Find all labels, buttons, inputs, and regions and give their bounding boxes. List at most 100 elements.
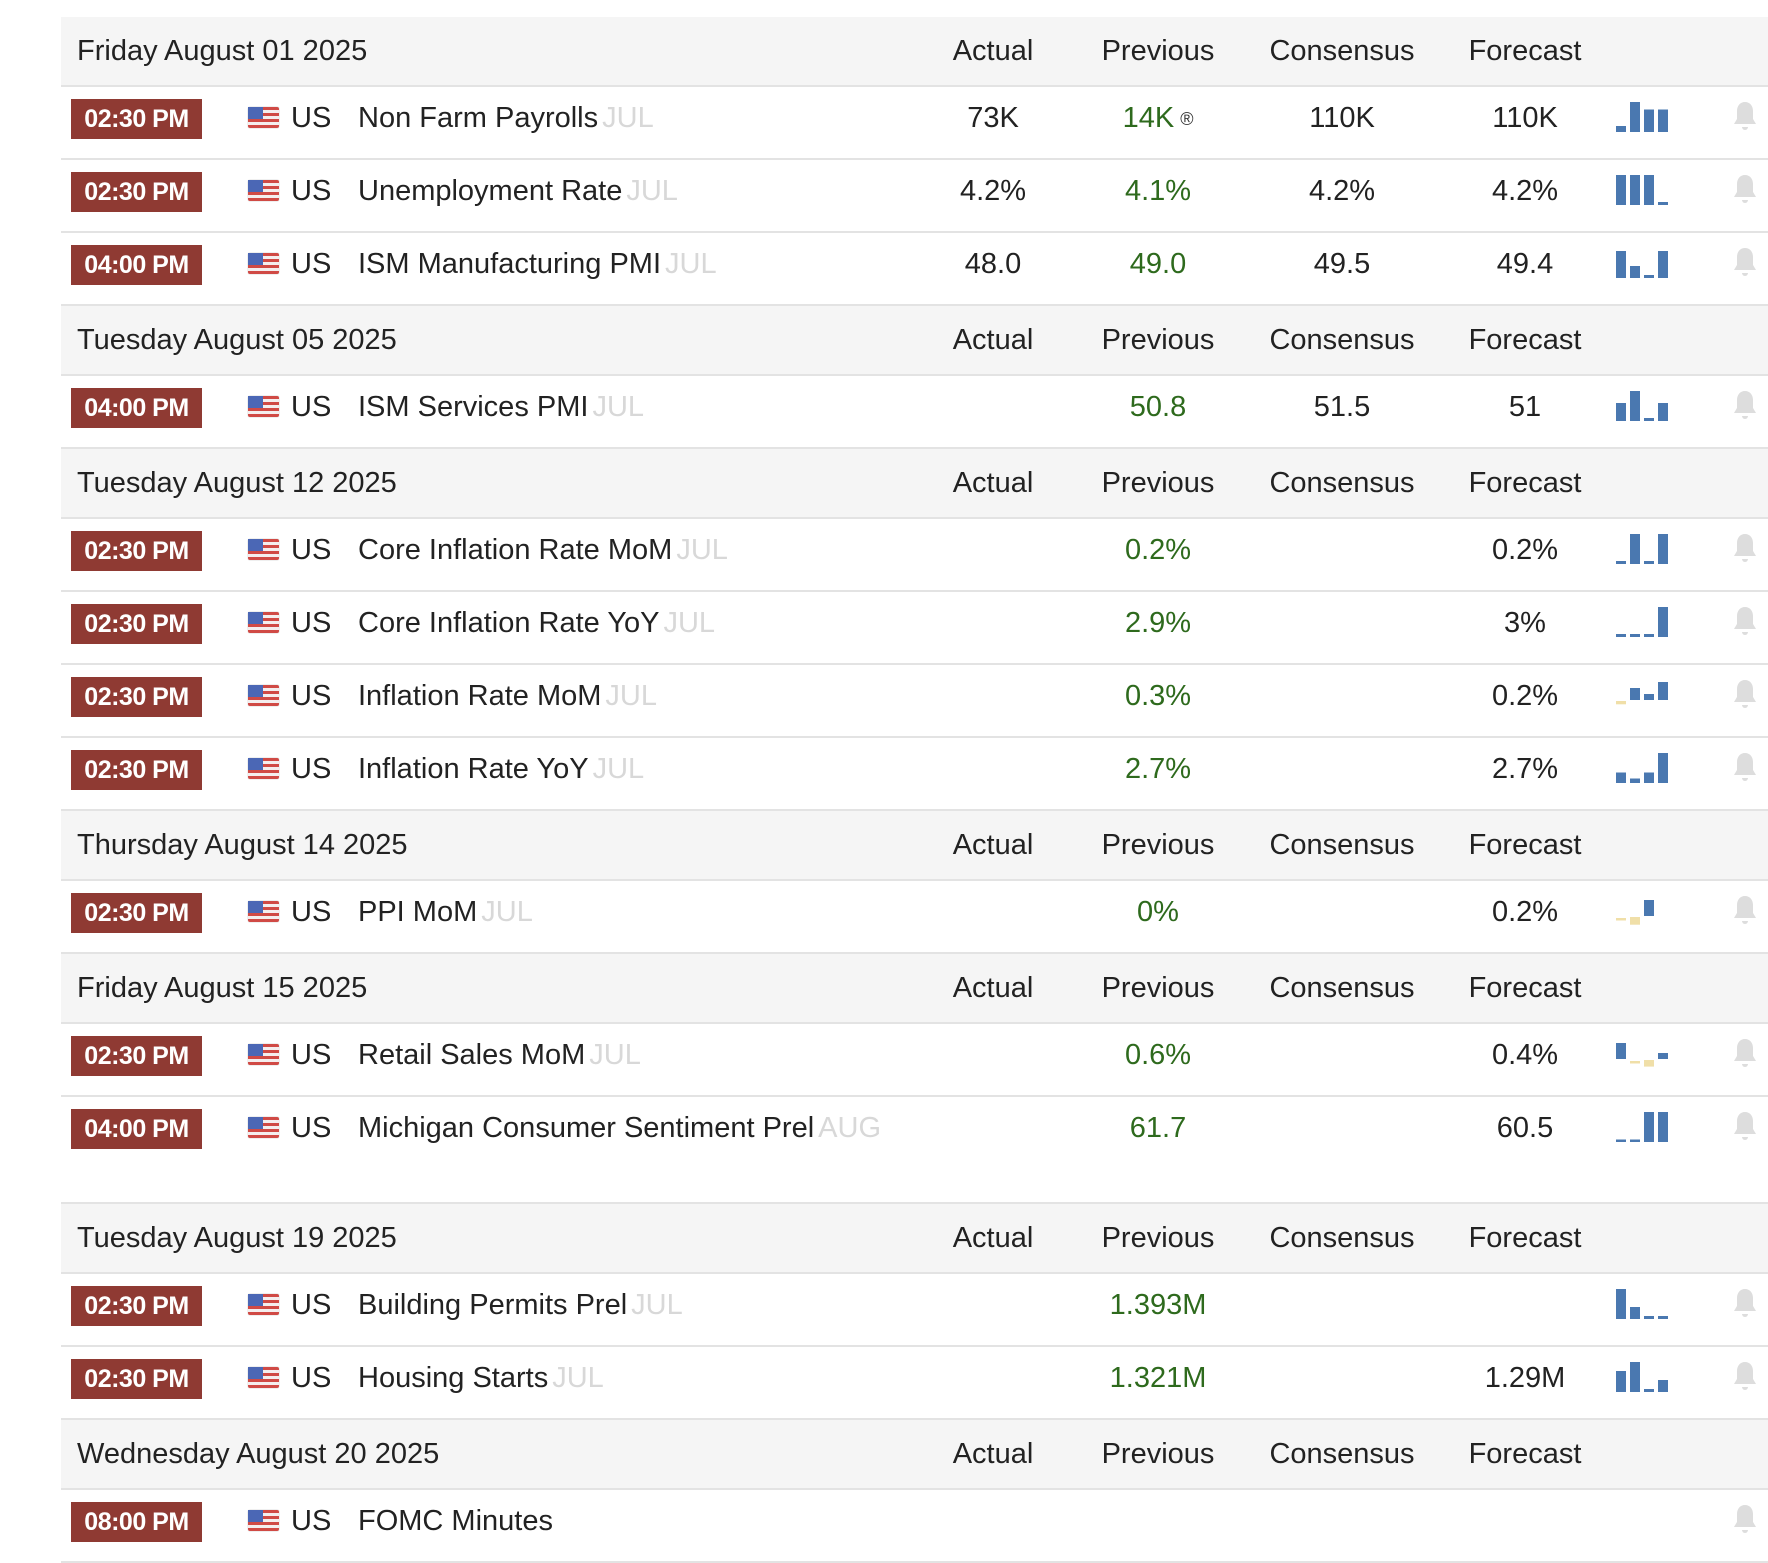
event-name-link[interactable]: FOMC Minutes xyxy=(358,1505,553,1537)
event-name-link[interactable]: Non Farm Payrolls xyxy=(358,102,599,134)
actual-value xyxy=(920,1489,1067,1563)
column-header-previous[interactable]: Previous xyxy=(1066,448,1251,519)
column-header-forecast[interactable]: Forecast xyxy=(1434,810,1617,881)
bell-alert-icon[interactable] xyxy=(1732,100,1758,132)
sparkline-chart[interactable] xyxy=(1616,1287,1672,1323)
previous-value: 49.0 xyxy=(1129,248,1187,280)
us-flag-icon xyxy=(248,539,279,560)
column-header-forecast[interactable]: Forecast xyxy=(1434,17,1617,87)
column-header-forecast[interactable]: Forecast xyxy=(1434,953,1617,1024)
event-row[interactable]: 02:30 PM US Unemployment Rate JUL 4.2% 4.1% 4.… xyxy=(61,159,1768,233)
event-row[interactable]: 04:00 PM US Michigan Consumer Sentiment Pr… xyxy=(61,1096,1768,1204)
event-name-link[interactable]: Inflation Rate YoY xyxy=(358,753,589,785)
day-date: Tuesday August 19 2025 xyxy=(61,1203,921,1274)
column-header-consensus[interactable]: Consensus xyxy=(1250,448,1435,519)
column-header-actual[interactable]: Actual xyxy=(920,305,1067,376)
bell-alert-icon[interactable] xyxy=(1732,1037,1758,1069)
column-header-consensus[interactable]: Consensus xyxy=(1250,305,1435,376)
column-header-actual[interactable]: Actual xyxy=(920,953,1067,1024)
event-row[interactable]: 02:30 PM US Non Farm Payrolls JUL 73K 14K ® 110… xyxy=(61,86,1768,160)
bell-alert-icon[interactable] xyxy=(1732,1287,1758,1319)
bell-alert-icon[interactable] xyxy=(1732,894,1758,926)
header-spacer xyxy=(1616,810,1768,881)
bell-alert-icon[interactable] xyxy=(1732,532,1758,564)
bell-alert-icon[interactable] xyxy=(1732,678,1758,710)
reference-period: JUL xyxy=(592,391,645,423)
event-row[interactable]: 02:30 PM US Inflation Rate MoM JUL 0.3% 0.2% xyxy=(61,664,1768,738)
bell-alert-icon[interactable] xyxy=(1732,246,1758,278)
sparkline-chart[interactable] xyxy=(1616,389,1672,425)
event-row[interactable]: 02:30 PM US PPI MoM JUL 0% 0.2% xyxy=(61,880,1768,954)
consensus-value: 4.2% xyxy=(1250,159,1435,233)
event-row[interactable]: 02:30 PM US Inflation Rate YoY JUL 2.7% 2.7% xyxy=(61,737,1768,811)
sparkline-chart[interactable] xyxy=(1616,894,1672,930)
bell-alert-icon[interactable] xyxy=(1732,751,1758,783)
previous-value: 0.3% xyxy=(1124,680,1192,712)
column-header-consensus[interactable]: Consensus xyxy=(1250,1203,1435,1274)
bell-alert-icon[interactable] xyxy=(1732,605,1758,637)
column-header-actual[interactable]: Actual xyxy=(920,17,1067,87)
event-name-link[interactable]: PPI MoM xyxy=(358,896,478,928)
sparkline-bar xyxy=(1630,778,1641,783)
sparkline-chart[interactable] xyxy=(1616,1037,1672,1073)
bell-alert-icon[interactable] xyxy=(1732,1503,1758,1535)
time-badge: 02:30 PM xyxy=(71,1359,202,1399)
sparkline-chart[interactable] xyxy=(1616,1110,1672,1146)
column-header-previous[interactable]: Previous xyxy=(1066,810,1251,881)
event-name-link[interactable]: Housing Starts xyxy=(358,1362,549,1394)
column-header-consensus[interactable]: Consensus xyxy=(1250,810,1435,881)
header-spacer xyxy=(1616,17,1768,87)
event-name-link[interactable]: Building Permits Prel xyxy=(358,1289,628,1321)
event-row[interactable]: 08:00 PM US FOMC Minutes xyxy=(61,1489,1768,1563)
column-header-consensus[interactable]: Consensus xyxy=(1250,17,1435,87)
reference-period: AUG xyxy=(818,1112,881,1144)
column-header-previous[interactable]: Previous xyxy=(1066,953,1251,1024)
bell-alert-icon[interactable] xyxy=(1732,1360,1758,1392)
column-header-actual[interactable]: Actual xyxy=(920,1203,1067,1274)
column-header-actual[interactable]: Actual xyxy=(920,448,1067,519)
sparkline-chart[interactable] xyxy=(1616,173,1672,209)
column-header-previous[interactable]: Previous xyxy=(1066,1419,1251,1490)
column-header-actual[interactable]: Actual xyxy=(920,1419,1067,1490)
event-row[interactable]: 02:30 PM US Core Inflation Rate YoY JUL 2.9%… xyxy=(61,591,1768,665)
event-name-link[interactable]: ISM Manufacturing PMI xyxy=(358,248,661,280)
event-row[interactable]: 04:00 PM US ISM Manufacturing PMI JUL 48.0 49… xyxy=(61,232,1768,306)
event-name-link[interactable]: Core Inflation Rate YoY xyxy=(358,607,660,639)
event-row[interactable]: 02:30 PM US Housing Starts JUL 1.321M 1.29M xyxy=(61,1346,1768,1420)
event-name-link[interactable]: Unemployment Rate xyxy=(358,175,623,207)
sparkline-bar xyxy=(1630,634,1641,637)
sparkline-chart[interactable] xyxy=(1616,246,1672,282)
sparkline-chart[interactable] xyxy=(1616,678,1672,714)
bell-alert-icon[interactable] xyxy=(1732,389,1758,421)
sparkline-chart[interactable] xyxy=(1616,751,1672,787)
event-name-link[interactable]: Inflation Rate MoM xyxy=(358,680,602,712)
previous-value: 14K xyxy=(1122,102,1175,134)
actual-value xyxy=(920,737,1067,811)
event-name-link[interactable]: Core Inflation Rate MoM xyxy=(358,534,673,566)
column-header-forecast[interactable]: Forecast xyxy=(1434,1203,1617,1274)
event-row[interactable]: 02:30 PM US Building Permits Prel JUL 1.393M xyxy=(61,1273,1768,1347)
column-header-previous[interactable]: Previous xyxy=(1066,305,1251,376)
sparkline-chart[interactable] xyxy=(1616,100,1672,136)
column-header-previous[interactable]: Previous xyxy=(1066,17,1251,87)
column-header-consensus[interactable]: Consensus xyxy=(1250,953,1435,1024)
column-header-actual[interactable]: Actual xyxy=(920,810,1067,881)
sparkline-chart[interactable] xyxy=(1616,1360,1672,1396)
column-header-consensus[interactable]: Consensus xyxy=(1250,1419,1435,1490)
event-name-link[interactable]: ISM Services PMI xyxy=(358,391,589,423)
column-header-previous[interactable]: Previous xyxy=(1066,1203,1251,1274)
event-row[interactable]: 02:30 PM US Core Inflation Rate MoM JUL 0.2%… xyxy=(61,518,1768,592)
sparkline-bar xyxy=(1658,753,1669,783)
sparkline-bar xyxy=(1644,694,1655,700)
column-header-forecast[interactable]: Forecast xyxy=(1434,448,1617,519)
event-row[interactable]: 02:30 PM US Retail Sales MoM JUL 0.6% 0.4% xyxy=(61,1023,1768,1097)
column-header-forecast[interactable]: Forecast xyxy=(1434,1419,1617,1490)
event-row[interactable]: 04:00 PM US ISM Services PMI JUL 50.8 51.5 51 xyxy=(61,375,1768,449)
event-name-link[interactable]: Retail Sales MoM xyxy=(358,1039,586,1071)
sparkline-chart[interactable] xyxy=(1616,605,1672,641)
sparkline-chart[interactable] xyxy=(1616,532,1672,568)
bell-alert-icon[interactable] xyxy=(1732,173,1758,205)
column-header-forecast[interactable]: Forecast xyxy=(1434,305,1617,376)
event-name-link[interactable]: Michigan Consumer Sentiment Prel xyxy=(358,1112,815,1144)
bell-alert-icon[interactable] xyxy=(1732,1110,1758,1142)
